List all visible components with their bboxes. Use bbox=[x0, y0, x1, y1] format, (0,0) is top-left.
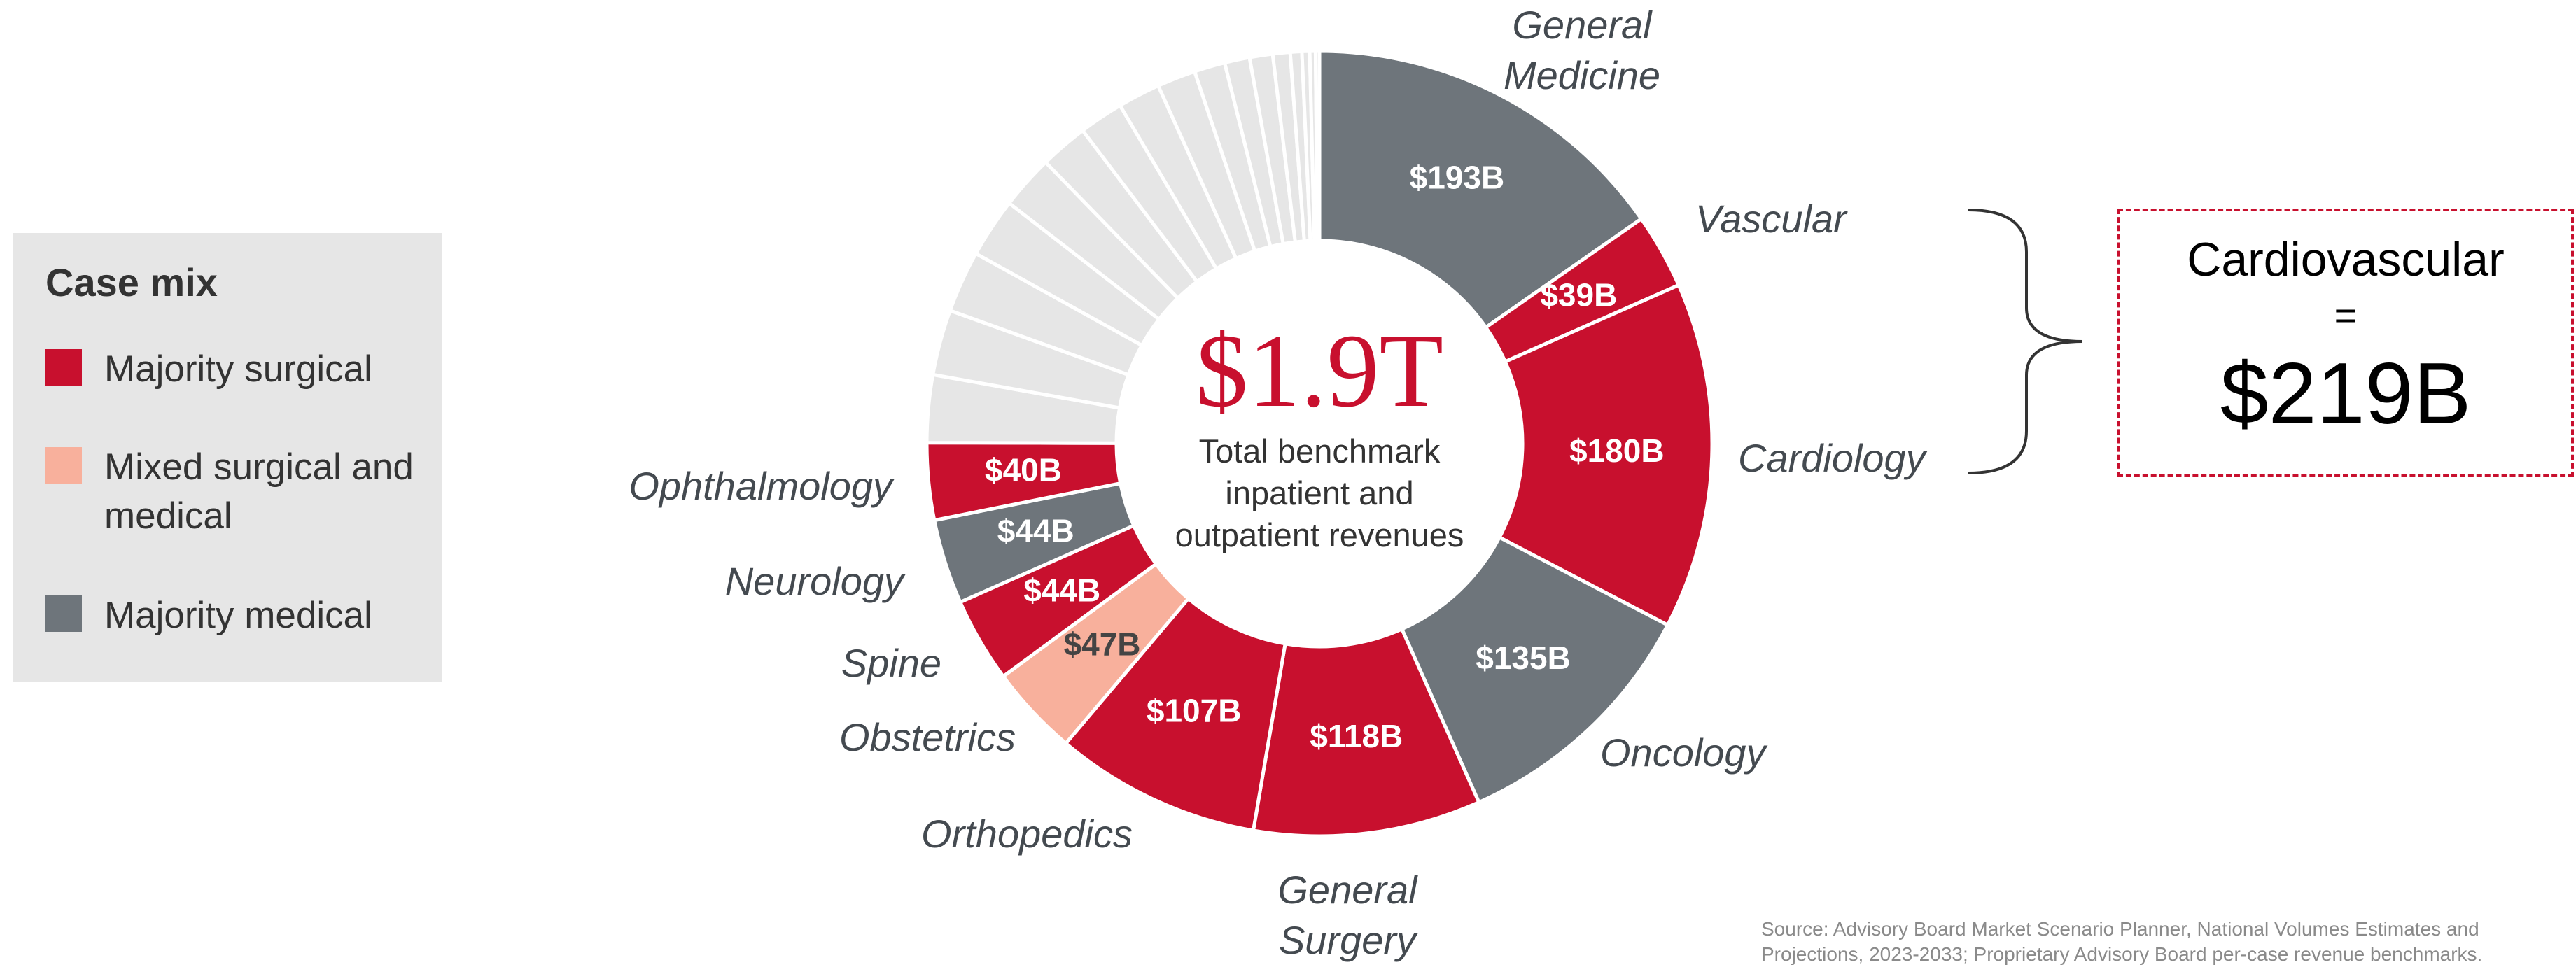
callout-value: $219B bbox=[2220, 346, 2472, 442]
legend-label: Mixed surgical and medical bbox=[104, 446, 414, 537]
category-label: Orthopedics bbox=[921, 812, 1133, 856]
source-note: Source: Advisory Board Market Scenario P… bbox=[1761, 918, 2483, 965]
data-label: $39B bbox=[1540, 277, 1617, 313]
data-label: $44B bbox=[1023, 572, 1100, 608]
legend-swatch bbox=[46, 447, 82, 484]
donut-slice bbox=[1497, 283, 1714, 628]
donut-slice bbox=[1399, 535, 1670, 805]
callout-operator: = bbox=[2334, 293, 2358, 337]
category-label: Vascular bbox=[1695, 197, 1847, 241]
legend-swatch bbox=[46, 349, 82, 386]
category-label: Spine bbox=[841, 641, 941, 685]
legend-label: Majority medical bbox=[104, 595, 372, 636]
callout-box: Cardiovascular = $219B bbox=[2118, 209, 2574, 477]
callout-title: Cardiovascular bbox=[2187, 233, 2505, 286]
category-label: General Surgery bbox=[1278, 868, 1418, 962]
donut-slice bbox=[1317, 49, 1644, 330]
legend-swatch bbox=[46, 595, 82, 632]
category-label: Neurology bbox=[724, 559, 904, 603]
data-label: $193B bbox=[1410, 159, 1505, 195]
data-label: $107B bbox=[1147, 692, 1242, 728]
category-label: General Medicine bbox=[1503, 3, 1661, 97]
donut-slice bbox=[1313, 49, 1322, 243]
category-label: Ophthalmology bbox=[629, 464, 892, 508]
legend-title: Case mix bbox=[46, 260, 218, 304]
donut-slice bbox=[1063, 595, 1288, 833]
data-label: $44B bbox=[997, 512, 1074, 549]
bracket bbox=[1968, 209, 2083, 474]
data-label: $40B bbox=[985, 451, 1062, 488]
category-label: Oncology bbox=[1600, 730, 1766, 775]
category-label: Cardiology bbox=[1738, 436, 1926, 480]
data-label: $47B bbox=[1064, 626, 1141, 662]
data-label: $180B bbox=[1569, 432, 1665, 469]
category-label: Obstetrics bbox=[839, 715, 1016, 759]
legend-label: Majority surgical bbox=[104, 348, 372, 390]
data-label: $135B bbox=[1476, 640, 1571, 676]
center-value: $1.9T bbox=[1195, 313, 1444, 429]
center-caption: Total benchmark inpatient and outpatient… bbox=[1175, 432, 1464, 553]
legend: Case mix Majority surgical Mixed surgical… bbox=[13, 233, 442, 682]
data-label: $118B bbox=[1310, 718, 1403, 754]
